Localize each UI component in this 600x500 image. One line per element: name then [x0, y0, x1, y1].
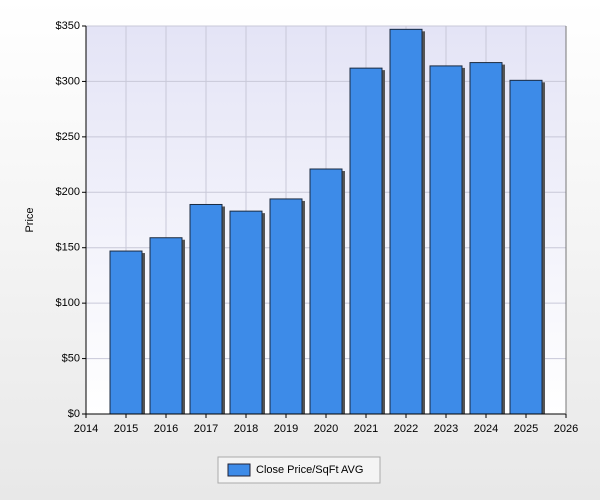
y-tick-label: $50: [62, 352, 80, 364]
x-tick-label: 2025: [514, 423, 538, 435]
x-tick-label: 2022: [394, 423, 418, 435]
x-tick-label: 2016: [154, 423, 178, 435]
x-tick-label: 2021: [354, 423, 378, 435]
bar: [149, 237, 183, 415]
bar: [349, 67, 383, 415]
bar: [229, 210, 263, 415]
bar: [469, 62, 503, 415]
bar: [429, 65, 463, 415]
legend-label: Close Price/SqFt AVG: [256, 464, 363, 476]
y-axis-label: Price: [24, 207, 36, 232]
y-tick-label: $150: [56, 242, 80, 254]
x-tick-label: 2018: [234, 423, 258, 435]
x-tick-label: 2015: [114, 423, 138, 435]
x-tick-label: 2026: [554, 423, 578, 435]
y-tick-label: $200: [56, 186, 80, 198]
x-tick-label: 2024: [474, 423, 498, 435]
x-tick-label: 2017: [194, 423, 218, 435]
bar: [389, 28, 423, 415]
legend: Close Price/SqFt AVG: [217, 456, 381, 484]
y-tick-label: $0: [68, 408, 80, 420]
x-tick-label: 2014: [74, 423, 98, 435]
y-tick-label: $100: [56, 297, 80, 309]
x-tick-label: 2019: [274, 423, 298, 435]
x-tick-label: 2020: [314, 423, 338, 435]
bar: [109, 250, 143, 415]
x-tick-label: 2023: [434, 423, 458, 435]
bar: [509, 79, 543, 415]
bar: [269, 198, 303, 415]
bar: [309, 168, 343, 415]
legend-swatch: [227, 463, 251, 477]
y-tick-label: $250: [56, 131, 80, 143]
bar: [189, 203, 223, 415]
y-tick-label: $350: [56, 20, 80, 32]
y-tick-label: $300: [56, 75, 80, 87]
